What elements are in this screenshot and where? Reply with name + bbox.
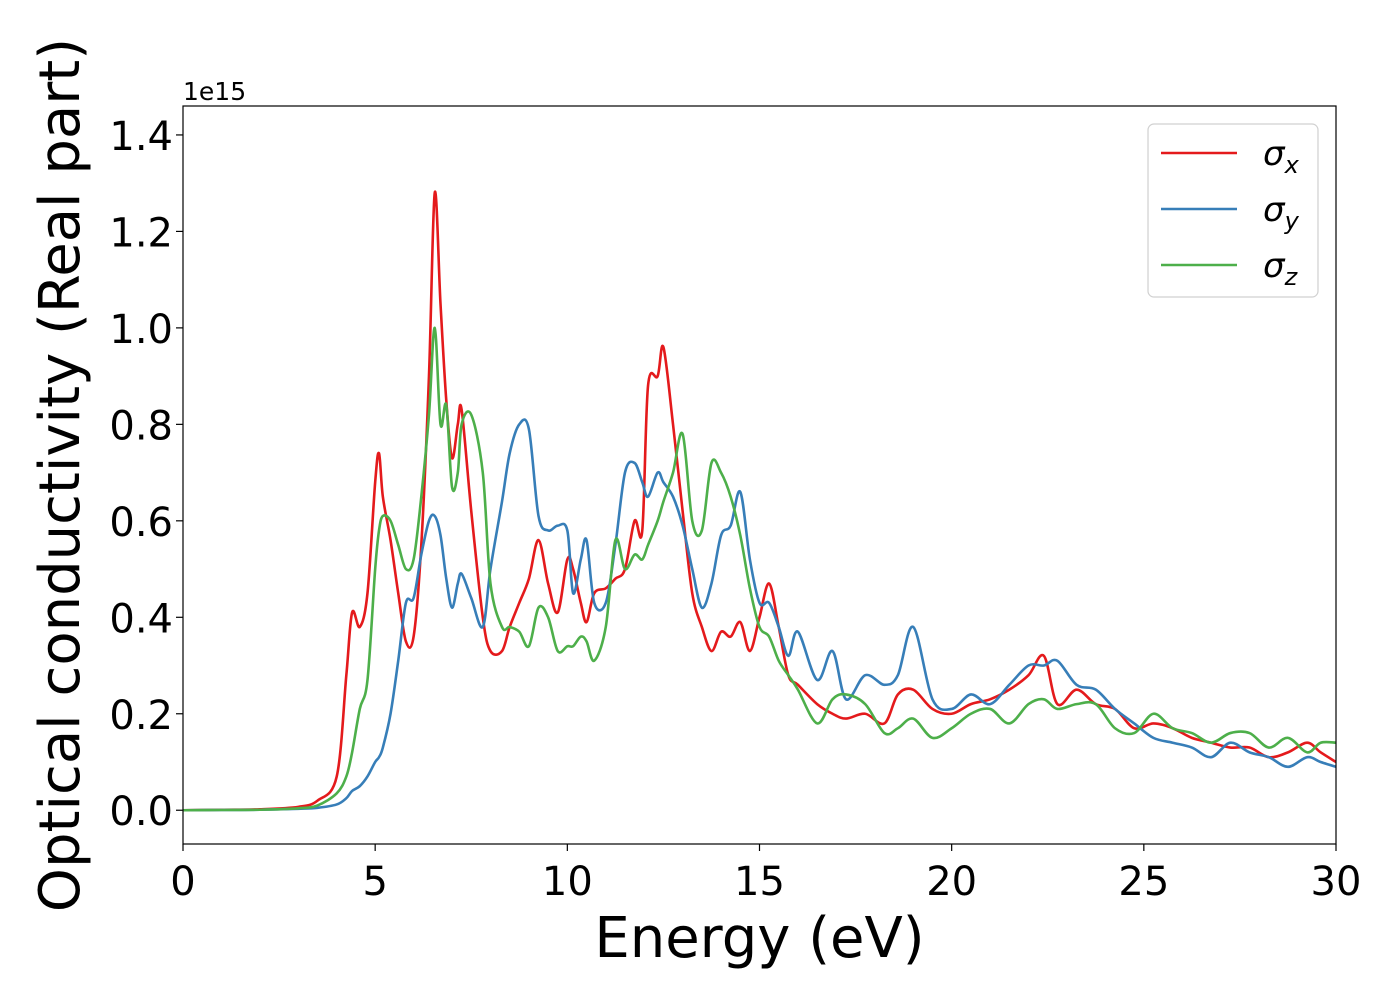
x-tick-label: 20 bbox=[926, 859, 977, 905]
x-tick-label: 30 bbox=[1311, 859, 1362, 905]
y-tick-label: 0.4 bbox=[109, 596, 173, 642]
series-layer bbox=[183, 190, 1336, 812]
x-axis-ticks: 0 5 10 15 20 25 30 bbox=[170, 844, 1361, 905]
x-tick-label: 15 bbox=[734, 859, 785, 905]
y-offset-label: 1e15 bbox=[183, 77, 246, 106]
legend-items: σx σy σz bbox=[1161, 134, 1300, 291]
y-axis-label: Optical conductivity (Real part) bbox=[28, 38, 93, 912]
x-tick-label: 25 bbox=[1118, 859, 1169, 905]
x-tick-label: 10 bbox=[542, 859, 593, 905]
legend-label-x: σx bbox=[1263, 134, 1300, 179]
x-axis-label: Energy (eV) bbox=[594, 906, 924, 971]
y-tick-label: 0.8 bbox=[109, 403, 173, 449]
x-tick-label: 0 bbox=[170, 859, 195, 905]
series-line-y bbox=[183, 418, 1336, 812]
legend-label-y: σy bbox=[1263, 190, 1300, 235]
legend-frame bbox=[1147, 123, 1319, 298]
legend-label-z: σz bbox=[1263, 246, 1299, 291]
y-axis-ticks: 0.0 0.2 0.4 0.6 0.8 1.0 1.2 1.4 bbox=[109, 114, 183, 835]
y-tick-label: 1.4 bbox=[109, 114, 173, 160]
series-line-z bbox=[183, 326, 1336, 812]
y-tick-label: 0.0 bbox=[109, 789, 173, 835]
y-tick-label: 1.2 bbox=[109, 210, 173, 256]
legend: σx σy σz bbox=[1147, 123, 1319, 298]
x-tick-label: 5 bbox=[362, 859, 387, 905]
y-tick-label: 0.2 bbox=[109, 693, 173, 739]
y-tick-label: 0.6 bbox=[109, 500, 173, 546]
y-tick-label: 1.0 bbox=[109, 307, 173, 353]
series-line-x bbox=[183, 190, 1336, 812]
